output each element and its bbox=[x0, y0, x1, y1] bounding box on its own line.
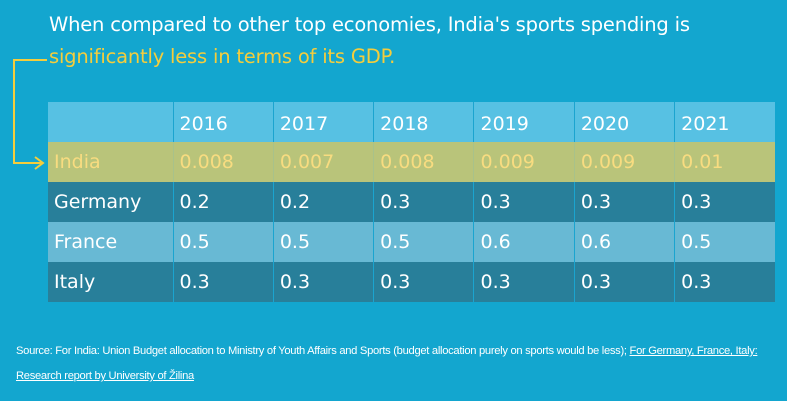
value-cell: 0.009 bbox=[473, 142, 575, 182]
value-cell: 0.3 bbox=[373, 262, 474, 302]
value-cell: 0.3 bbox=[473, 262, 575, 302]
value-cell: 0.3 bbox=[573, 182, 675, 222]
title-line-1: When compared to other top economies, In… bbox=[49, 13, 690, 36]
value-cell: 0.2 bbox=[272, 182, 374, 222]
header-cell: 2019 bbox=[473, 102, 575, 142]
header-cell: 2017 bbox=[272, 102, 374, 142]
value-cell: 0.008 bbox=[373, 142, 474, 182]
value-cell: 0.2 bbox=[172, 182, 274, 222]
country-cell: France bbox=[48, 222, 173, 262]
header-cell: 2016 bbox=[172, 102, 274, 142]
title-line-2-highlight: significantly less in terms of its GDP. bbox=[49, 45, 396, 68]
value-cell: 0.6 bbox=[473, 222, 575, 262]
value-cell: 0.3 bbox=[674, 262, 775, 302]
value-cell: 0.3 bbox=[573, 262, 675, 302]
table-row-india: India 0.008 0.007 0.008 0.009 0.009 0.01 bbox=[48, 142, 775, 182]
value-cell: 0.01 bbox=[674, 142, 775, 182]
value-cell: 0.007 bbox=[272, 142, 374, 182]
source-link[interactable]: For Germany, France, Italy: Research rep… bbox=[16, 345, 758, 382]
country-cell: Germany bbox=[48, 182, 173, 222]
title: When compared to other top economies, In… bbox=[49, 9, 690, 73]
header-cell: 2018 bbox=[373, 102, 474, 142]
value-cell: 0.008 bbox=[172, 142, 274, 182]
value-cell: 0.3 bbox=[674, 182, 775, 222]
value-cell: 0.5 bbox=[373, 222, 474, 262]
value-cell: 0.3 bbox=[272, 262, 374, 302]
table-row-germany: Germany 0.2 0.2 0.3 0.3 0.3 0.3 bbox=[48, 182, 775, 222]
header-cell: 2021 bbox=[674, 102, 775, 142]
value-cell: 0.3 bbox=[373, 182, 474, 222]
value-cell: 0.3 bbox=[473, 182, 575, 222]
value-cell: 0.3 bbox=[172, 262, 274, 302]
country-cell: Italy bbox=[48, 262, 173, 302]
value-cell: 0.009 bbox=[573, 142, 675, 182]
country-cell: India bbox=[48, 142, 173, 182]
value-cell: 0.5 bbox=[172, 222, 274, 262]
sports-spending-table: 2016 2017 2018 2019 2020 2021 India 0.00… bbox=[48, 102, 775, 302]
table-row-italy: Italy 0.3 0.3 0.3 0.3 0.3 0.3 bbox=[48, 262, 775, 302]
value-cell: 0.5 bbox=[674, 222, 775, 262]
value-cell: 0.6 bbox=[573, 222, 675, 262]
source-note: Source: For India: Union Budget allocati… bbox=[16, 339, 787, 389]
header-cell bbox=[48, 102, 173, 142]
source-text: Source: For India: Union Budget allocati… bbox=[16, 345, 627, 357]
header-cell: 2020 bbox=[573, 102, 675, 142]
value-cell: 0.5 bbox=[272, 222, 374, 262]
table-row-france: France 0.5 0.5 0.5 0.6 0.6 0.5 bbox=[48, 222, 775, 262]
table-header-row: 2016 2017 2018 2019 2020 2021 bbox=[48, 102, 775, 142]
